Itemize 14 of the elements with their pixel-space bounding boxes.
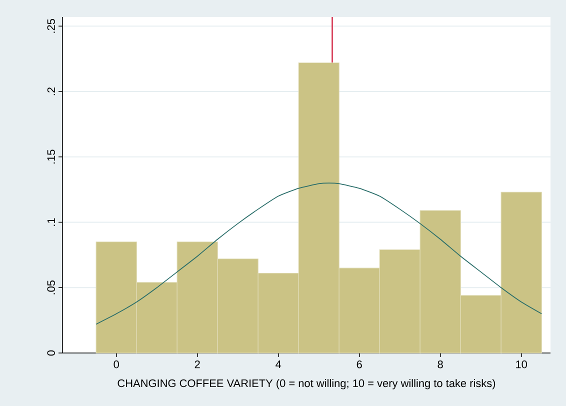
x-tick-label: 8 — [438, 360, 443, 368]
line-series — [96, 182, 542, 325]
y-tick-label: .25 — [47, 19, 55, 33]
y-tick-label: .05 — [47, 280, 55, 294]
x-axis-title: CHANGING COFFEE VARIETY (0 = not willing; 10 = very willing to take risks) — [118, 379, 496, 390]
y-tick-label: .15 — [47, 150, 55, 164]
x-tick-label: 0 — [114, 360, 119, 368]
x-tick-label: 4 — [276, 360, 282, 368]
y-tick-label: .2 — [47, 87, 55, 96]
x-tick-label: 2 — [194, 360, 200, 368]
x-tick-label: 6 — [356, 360, 362, 368]
x-tick-label: 10 — [516, 360, 527, 368]
y-tick-label: 0 — [47, 350, 55, 356]
y-tick-label: .1 — [47, 218, 55, 226]
